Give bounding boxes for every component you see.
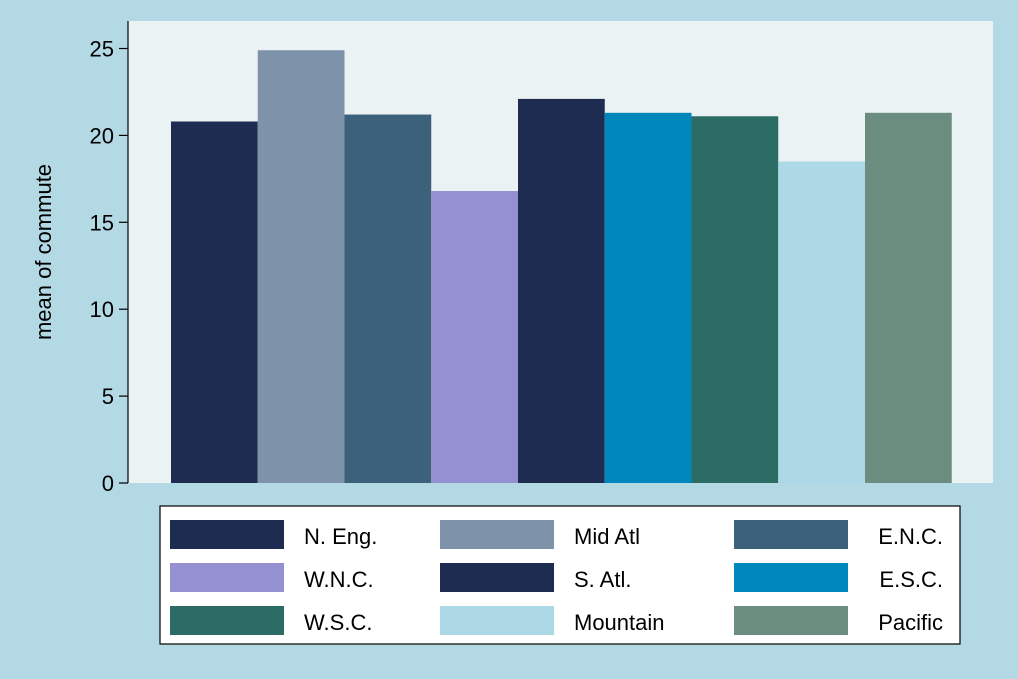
- bar-w-n-c: [431, 191, 518, 483]
- y-tick-label: 0: [102, 471, 114, 496]
- legend-swatch-e-n-c: [734, 520, 848, 549]
- legend-label-pacific: Pacific: [878, 610, 943, 635]
- bar-mountain: [778, 161, 865, 483]
- legend-swatch-s-atl: [440, 563, 554, 592]
- y-tick-label: 25: [90, 37, 114, 62]
- y-ticks-group: 0 5 10 15 20 25: [90, 37, 128, 496]
- legend-group: N. Eng. Mid Atl E.N.C. W.N.C. S. Atl. E.S.C. W…: [170, 520, 943, 635]
- legend-swatch-pacific: [734, 606, 848, 635]
- legend-label-e-n-c: E.N.C.: [878, 524, 943, 549]
- legend-swatch-n-eng: [170, 520, 284, 549]
- legend-label-mountain: Mountain: [574, 610, 665, 635]
- legend-label-e-s-c: E.S.C.: [879, 567, 943, 592]
- legend-label-w-s-c: W.S.C.: [304, 610, 372, 635]
- y-tick-label: 20: [90, 123, 114, 148]
- bar-mid-atl: [257, 50, 345, 484]
- bar-pacific: [865, 112, 952, 483]
- bar-e-s-c: [604, 112, 692, 483]
- legend-swatch-e-s-c: [734, 563, 848, 592]
- legend-label-w-n-c: W.N.C.: [304, 567, 374, 592]
- legend-label-n-eng: N. Eng.: [304, 524, 377, 549]
- bar-n-eng: [171, 121, 258, 483]
- bars-group: [171, 50, 952, 484]
- bar-w-s-c: [691, 116, 779, 483]
- bar-s-atl: [518, 98, 605, 484]
- legend-swatch-w-n-c: [170, 563, 284, 592]
- legend-swatch-mountain: [440, 606, 554, 635]
- y-tick-label: 5: [102, 384, 114, 409]
- legend-swatch-w-s-c: [170, 606, 284, 635]
- y-tick-label: 10: [90, 297, 114, 322]
- legend-label-mid-atl: Mid Atl: [574, 524, 640, 549]
- legend-swatch-mid-atl: [440, 520, 554, 549]
- legend-label-s-atl: S. Atl.: [574, 567, 631, 592]
- bar-e-n-c: [344, 114, 432, 483]
- y-axis-title: mean of commute: [31, 164, 56, 340]
- y-tick-label: 15: [90, 210, 114, 235]
